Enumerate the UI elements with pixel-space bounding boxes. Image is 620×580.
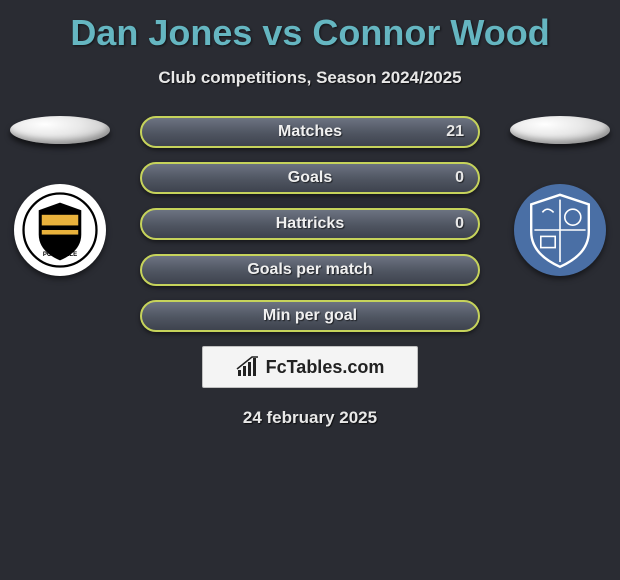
svg-text:PORT VALE: PORT VALE xyxy=(43,251,77,258)
stat-row: Goals 0 xyxy=(140,162,480,194)
stat-row: Min per goal xyxy=(140,300,480,332)
stat-list: Matches 21 Goals 0 Hattricks 0 Goals per match… xyxy=(140,116,480,332)
player-right-avatar xyxy=(510,116,610,144)
player-right-column xyxy=(500,116,620,276)
stat-row: Matches 21 xyxy=(140,116,480,148)
stat-row: Goals per match xyxy=(140,254,480,286)
stat-label: Min per goal xyxy=(263,307,357,325)
stat-label: Hattricks xyxy=(276,215,344,233)
bar-chart-icon xyxy=(236,356,260,378)
comparison-content: PORT VALE Matches21Goals0Hattricks0Goals… xyxy=(0,116,620,332)
stat-label: Goals xyxy=(288,169,332,187)
page-title: Dan Jones vs Connor Wood xyxy=(0,0,620,54)
stat-value-right: 21 xyxy=(446,123,464,141)
stat-row: Hattricks 0 xyxy=(140,208,480,240)
footer-date: 24 february 2025 xyxy=(0,408,620,428)
footer-logo-text: FcTables.com xyxy=(266,357,385,378)
player-left-club-badge: PORT VALE xyxy=(14,184,106,276)
subtitle: Club competitions, Season 2024/2025 xyxy=(0,68,620,88)
stat-value-right: 0 xyxy=(455,215,464,233)
player-left-avatar xyxy=(10,116,110,144)
footer-logo: FcTables.com xyxy=(202,346,418,388)
stat-label: Goals per match xyxy=(247,261,372,279)
stat-label: Matches xyxy=(278,123,342,141)
stat-value-right: 0 xyxy=(455,169,464,187)
player-left-column: PORT VALE xyxy=(0,116,120,276)
player-right-club-badge xyxy=(514,184,606,276)
